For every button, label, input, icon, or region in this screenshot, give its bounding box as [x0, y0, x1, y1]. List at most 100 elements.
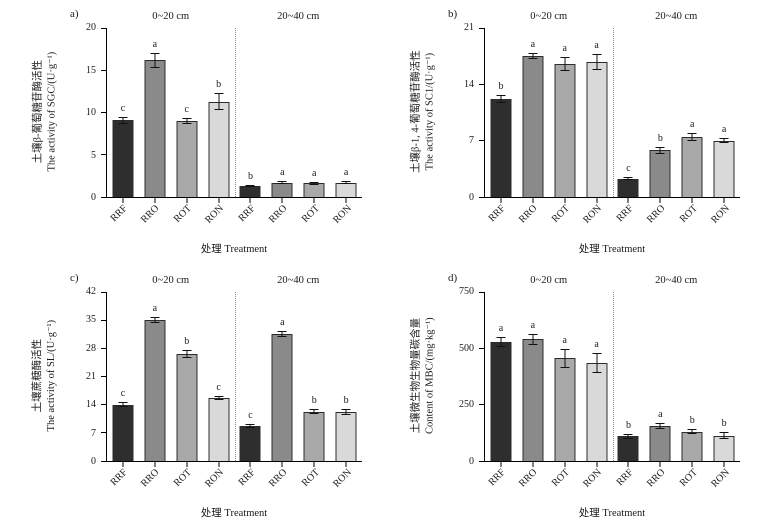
significance-letter: b [721, 418, 727, 430]
bar-rrf [112, 404, 134, 461]
y-tick-mark [479, 347, 484, 349]
group-label-20-40cm: 20~40 cm [655, 275, 698, 286]
error-bar-cap-top [245, 423, 255, 425]
group-label-20-40cm: 20~40 cm [655, 11, 698, 22]
error-bar-line [627, 433, 629, 439]
error-bar [118, 116, 128, 124]
error-bar-cap-top [719, 138, 729, 140]
error-bar-cap-bottom [341, 413, 351, 415]
x-tick-label-text: RON [581, 467, 604, 490]
error-bar-cap-bottom [214, 108, 224, 110]
x-tick-label-text: RON [203, 467, 226, 490]
error-bar-line [500, 336, 502, 347]
bar-rro [271, 334, 293, 461]
error-bar-line [218, 93, 220, 110]
group-divider [234, 28, 236, 197]
y-tick-mark [101, 319, 106, 321]
y-tick-mark [479, 196, 484, 198]
error-bar [719, 138, 729, 144]
significance-letter: a [562, 42, 567, 54]
panel-letter: b) [448, 8, 458, 20]
y-tick-label: 35 [86, 314, 96, 326]
error-bar-cap-top [341, 409, 351, 411]
significance-letter: b [247, 170, 253, 182]
error-bar [623, 176, 633, 181]
x-tick-labels: RRF RRO ROT RON RRF RRO ROT RON [106, 199, 362, 233]
bar-rot [303, 183, 325, 197]
x-tick-mark [723, 462, 725, 467]
error-bar-cap-bottom [182, 357, 192, 359]
bar-rro [522, 56, 544, 197]
error-bar [182, 350, 192, 359]
significance-letter: a [152, 302, 158, 314]
x-tick-mark [186, 462, 188, 467]
error-bar-cap-top [592, 352, 602, 354]
y-tick-mark [101, 404, 106, 406]
x-tick-mark [218, 462, 220, 467]
error-bar-cap-bottom [560, 366, 570, 368]
x-tick-label-text: RRF [236, 203, 258, 225]
significance-letter: a [280, 317, 285, 329]
bar-rro [522, 339, 544, 461]
error-bar-cap-top [623, 176, 633, 178]
significance-letter: b [657, 133, 663, 145]
error-bar-line [564, 349, 566, 368]
bar-rro [144, 60, 166, 197]
error-bar-line [249, 184, 251, 188]
error-bar [277, 331, 287, 338]
significance-letter: b [311, 395, 317, 407]
bar-rrf [490, 341, 512, 461]
y-tick-label: 750 [459, 286, 474, 297]
error-bar [341, 409, 351, 415]
error-bar-cap-bottom [277, 336, 287, 338]
error-bar-cap-bottom [309, 412, 319, 414]
y-tick-mark [101, 291, 106, 293]
x-tick-label-text: ROT [171, 467, 194, 489]
error-bar-line [723, 432, 725, 440]
significance-letter: b [216, 79, 222, 91]
x-tick-mark [659, 198, 661, 203]
x-tick-mark [627, 198, 629, 203]
error-bar [341, 180, 351, 185]
error-bar-cap-top [655, 422, 665, 424]
error-bar-cap-bottom [528, 343, 538, 345]
error-bar-cap-top [214, 93, 224, 95]
significance-letter: b [498, 80, 504, 92]
error-bar-cap-bottom [182, 122, 192, 124]
y-tick-label: 14 [86, 399, 96, 411]
y-tick-label: 0 [91, 192, 96, 203]
x-tick-label-text: RON [709, 203, 732, 226]
x-tick-labels: RRF RRO ROT RON RRF RRO ROT RON [484, 463, 740, 497]
y-tick-label: 500 [459, 342, 474, 354]
error-bar-cap-top [118, 116, 128, 118]
group-label-0-20cm: 0~20 cm [152, 11, 190, 22]
x-tick-label-text: RRO [645, 203, 668, 226]
x-tick-mark [313, 462, 315, 467]
error-bar [528, 52, 538, 60]
x-tick-label-text: RRO [645, 467, 668, 490]
error-bar-line [154, 316, 156, 324]
error-bar-cap-bottom [245, 426, 255, 428]
bar-ron [208, 397, 230, 461]
bar-ron [713, 140, 735, 197]
error-bar-cap-top [341, 180, 351, 182]
significance-letter: c [248, 409, 253, 421]
x-tick-mark [281, 462, 283, 467]
error-bar [592, 352, 602, 374]
y-tick-mark [479, 140, 484, 142]
error-bar [150, 52, 160, 68]
bar-ron [713, 435, 735, 461]
y-tick-label: 5 [91, 149, 96, 161]
y-tick-mark [479, 27, 484, 29]
error-bar-cap-bottom [341, 183, 351, 185]
x-axis-title: 处理 Treatment [578, 244, 646, 255]
x-axis-title: 处理 Treatment [200, 244, 268, 255]
x-tick-mark [500, 198, 502, 203]
error-bar-line [186, 350, 188, 359]
error-bar-cap-top [496, 94, 506, 96]
x-tick-mark [500, 462, 502, 467]
bar-rro [144, 320, 166, 461]
significance-letter: b [184, 336, 190, 348]
y-tick-mark [101, 432, 106, 434]
significance-letter: a [721, 124, 727, 136]
